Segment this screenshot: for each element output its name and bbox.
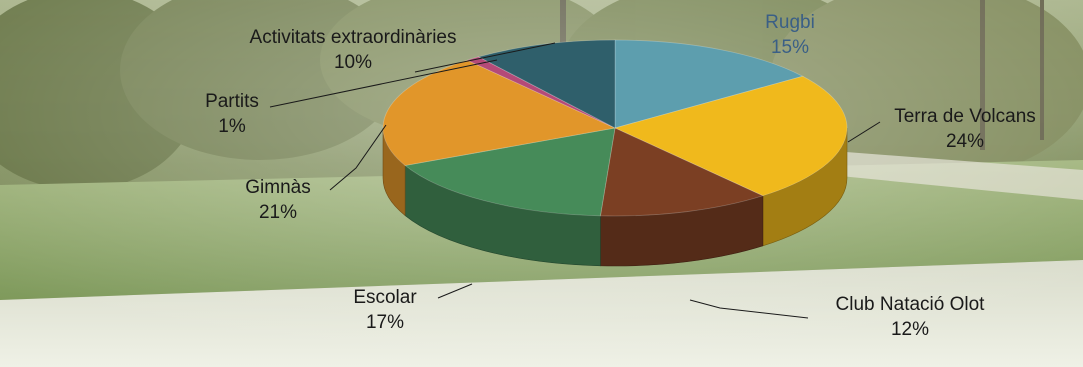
leader-line-partits [269, 59, 498, 108]
label-layer: Rugbi 15% Terra de Volcans 24% Club Natació … [205, 12, 1036, 340]
slice-value-activitats-extraordinaries: 10% [334, 52, 372, 73]
pie-slice-club-natacio-olot [599, 127, 764, 217]
slice-value-gimnas: 21% [259, 202, 297, 223]
slice-value-partits: 1% [218, 116, 246, 137]
pie-slice-partits [466, 56, 616, 129]
slice-label-activitats-extraordinaries: Activitats extraordinàries [250, 27, 457, 48]
slice-label-escolar: Escolar [353, 287, 417, 308]
pie-slice-escolar [404, 127, 616, 217]
pie-slice-gimnas [382, 59, 617, 166]
leader-line-gimnas [329, 124, 387, 191]
slice-label-partits: Partits [205, 91, 259, 112]
slice-label-terra-de-volcans: Terra de Volcans [894, 106, 1036, 127]
pie-layer [382, 39, 848, 267]
slice-label-club-natacio-olot: Club Natació Olot [836, 294, 986, 315]
leader-line-escolar [437, 283, 473, 299]
leader-line-terra-de-volcans [847, 121, 881, 143]
pie-slice-rugbi [614, 39, 804, 129]
slice-value-escolar: 17% [366, 312, 404, 333]
leader-line-activitats-extraordinaries [414, 42, 556, 73]
pie-slice-terra-de-volcans [613, 75, 848, 197]
pie-slice-activitats-extraordinaries [477, 39, 616, 129]
slice-value-rugbi: 15% [771, 37, 809, 58]
slice-label-gimnas: Gimnàs [245, 177, 310, 198]
slice-value-terra-de-volcans: 24% [946, 131, 984, 152]
slice-value-club-natacio-olot: 12% [891, 319, 929, 340]
leader-line-club-natacio-olot [689, 299, 809, 319]
slice-label-rugbi: Rugbi [765, 12, 815, 33]
pie-slice-side-gimnas [382, 127, 406, 217]
